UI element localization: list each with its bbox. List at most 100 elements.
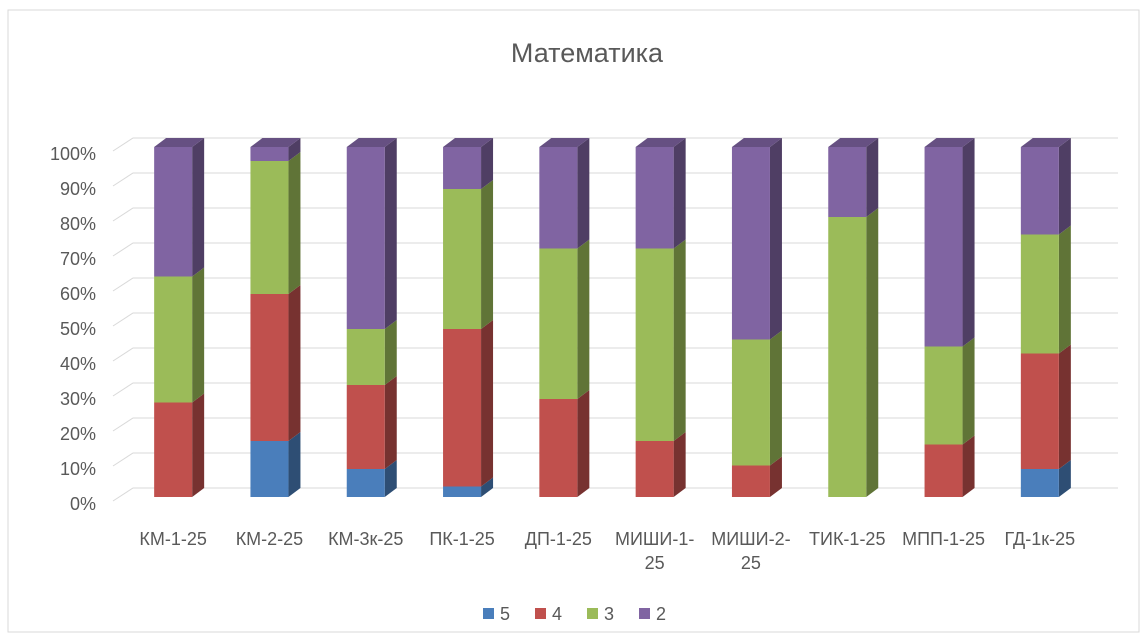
bar-top	[154, 138, 205, 147]
x-tick-label: ГД-1к-25	[1004, 529, 1076, 549]
bar-side	[769, 456, 782, 497]
legend-swatch	[483, 608, 494, 619]
legend-swatch	[587, 608, 598, 619]
bar-side	[192, 393, 205, 497]
y-tick-label: 80%	[60, 214, 96, 234]
bar	[443, 329, 482, 487]
x-tick-label: КМ-2-25	[235, 529, 304, 549]
bar-side	[1058, 138, 1071, 235]
chart-title: Математика	[511, 38, 664, 68]
bar	[924, 147, 963, 347]
y-tick-label: 60%	[60, 284, 96, 304]
bar-side	[769, 330, 782, 466]
x-tick-label: МПП-1-25	[902, 529, 985, 549]
bar	[154, 402, 193, 497]
grid-line	[112, 277, 1118, 292]
bar-top	[539, 138, 590, 147]
y-tick-label: 30%	[60, 389, 96, 409]
bar-side	[1058, 225, 1071, 354]
bar-side	[288, 138, 301, 161]
y-tick-label: 20%	[60, 424, 96, 444]
x-tick-label: МИШИ-2-25	[711, 529, 791, 573]
bar-side	[481, 180, 494, 329]
bar-side	[384, 320, 397, 385]
bar	[539, 248, 578, 399]
bar-top	[731, 138, 782, 147]
bar-top	[635, 138, 686, 147]
bar	[443, 147, 482, 189]
bar	[924, 346, 963, 445]
y-tick-label: 100%	[50, 144, 96, 164]
x-tick-label: МИШИ-1-25	[614, 529, 695, 573]
x-tick-label: КМ-1-25	[139, 529, 207, 549]
bar	[539, 147, 578, 249]
grid-line	[112, 347, 1118, 362]
bar-side	[962, 337, 975, 445]
bar-side	[577, 239, 590, 399]
bar-side	[1058, 344, 1071, 469]
bar-side	[384, 376, 397, 469]
bar	[924, 444, 963, 497]
bar	[731, 147, 770, 340]
bar	[828, 147, 867, 217]
bar	[443, 189, 482, 329]
legend-swatch	[535, 608, 546, 619]
bar-top	[924, 138, 975, 147]
bar-side	[288, 432, 301, 497]
y-tick-label: 70%	[60, 249, 96, 269]
bar	[1020, 353, 1059, 469]
bar-side	[577, 390, 590, 497]
bar-side	[866, 208, 879, 497]
bar	[250, 294, 289, 441]
grid-line	[112, 172, 1118, 187]
bar	[346, 329, 385, 385]
y-tick-label: 10%	[60, 459, 96, 479]
bar	[1020, 234, 1059, 354]
bar-side	[384, 460, 397, 497]
x-tick-label: ДП-1-25	[524, 529, 592, 549]
y-tick-label: 90%	[60, 179, 96, 199]
bar	[346, 469, 385, 497]
grid-line	[112, 137, 1118, 152]
bar-side	[192, 138, 205, 277]
legend-label: 4	[552, 604, 562, 624]
legend-label: 5	[500, 604, 510, 624]
grid-line	[112, 207, 1118, 222]
grid-line	[112, 312, 1118, 327]
bar-top	[250, 138, 301, 147]
bar-side	[481, 320, 494, 487]
y-tick-label: 40%	[60, 354, 96, 374]
bar	[346, 385, 385, 469]
bar	[635, 441, 674, 497]
y-tick-label: 0%	[70, 494, 96, 514]
x-tick-label: ПК-1-25	[429, 529, 495, 549]
grid-line	[112, 452, 1118, 467]
bar-top	[443, 138, 494, 147]
bar	[250, 161, 289, 294]
bar-side	[673, 138, 686, 249]
bar-side	[962, 435, 975, 497]
y-tick-label: 50%	[60, 319, 96, 339]
grid-line	[112, 242, 1118, 257]
grid-line	[112, 382, 1118, 397]
x-tick-label: КМ-3к-25	[328, 529, 404, 549]
bar-side	[481, 477, 494, 497]
bar	[635, 248, 674, 441]
bar-top	[346, 138, 397, 147]
legend-label: 3	[604, 604, 614, 624]
bar	[731, 339, 770, 466]
bar-side	[288, 285, 301, 441]
bar-side	[962, 138, 975, 347]
bar-side	[673, 432, 686, 497]
bar-side	[866, 138, 879, 217]
bar-side	[192, 267, 205, 403]
bar	[154, 276, 193, 403]
bar	[250, 147, 289, 161]
bar-side	[673, 239, 686, 441]
bar	[1020, 469, 1059, 497]
bar	[539, 399, 578, 497]
x-tick-label: ТИК-1-25	[809, 529, 886, 549]
bar	[250, 441, 289, 497]
